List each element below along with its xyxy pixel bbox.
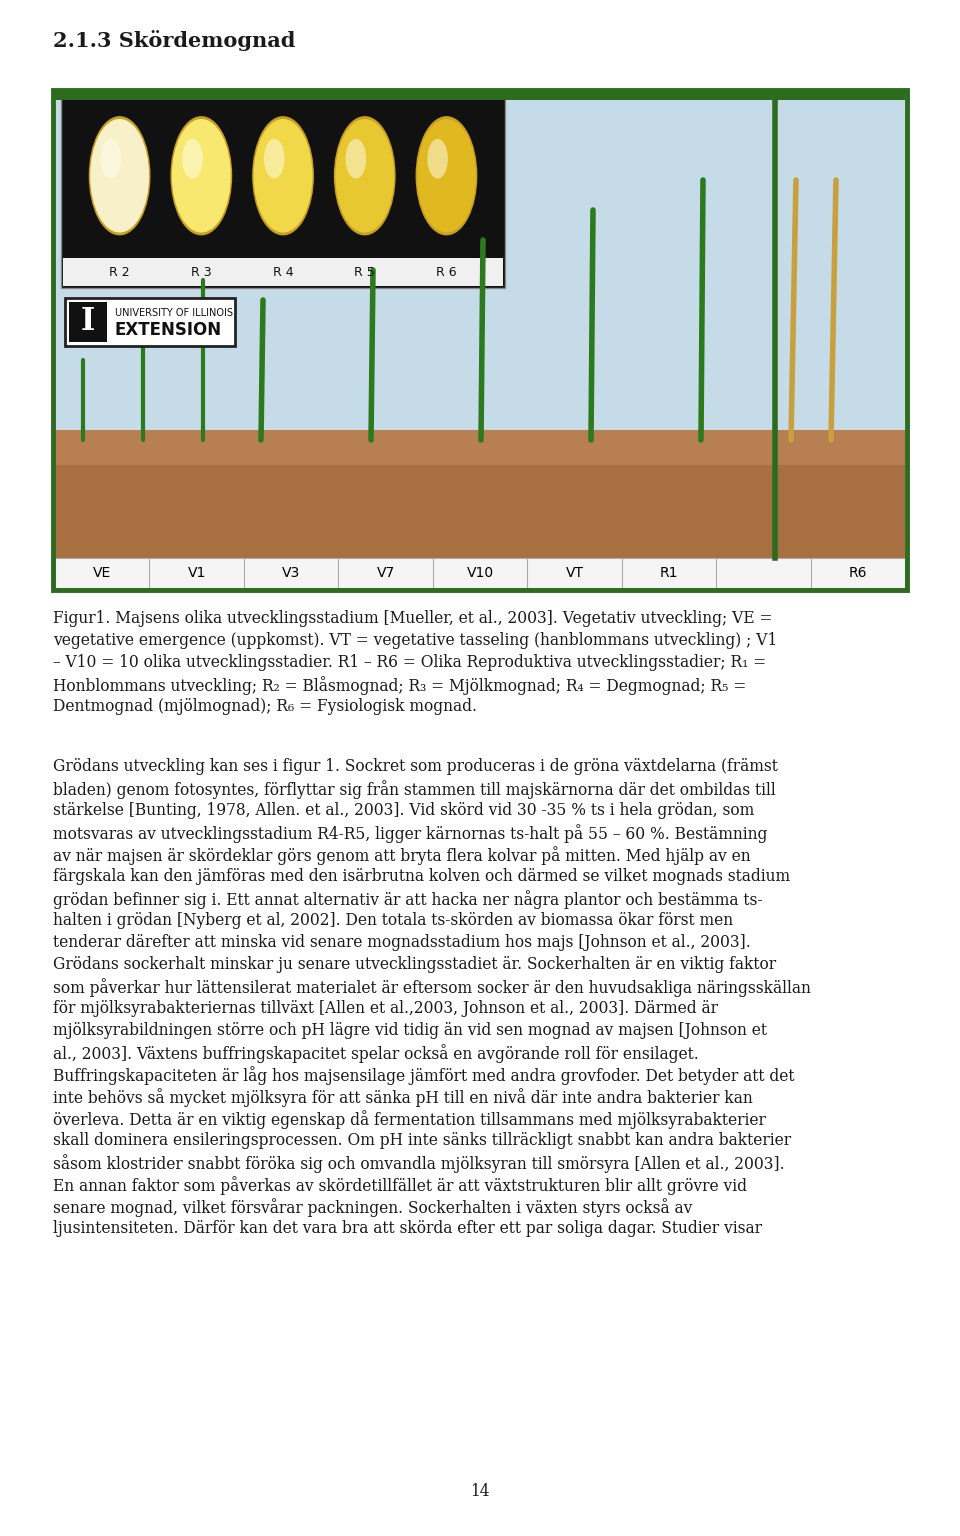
Text: VT: VT — [565, 565, 584, 581]
Text: senare mognad, vilket försvårar packningen. Sockerhalten i växten styrs också av: senare mognad, vilket försvårar packning… — [53, 1198, 692, 1217]
Bar — [69, 303, 107, 343]
Ellipse shape — [171, 117, 232, 235]
Text: Figur1. Majsens olika utvecklingsstadium [Mueller, et al., 2003]. Vegetativ utve: Figur1. Majsens olika utvecklingsstadium… — [53, 610, 773, 627]
Text: V1: V1 — [187, 565, 205, 581]
Text: skall dominera ensileringsprocessen. Om pH inte sänks tillräckligt snabbt kan an: skall dominera ensileringsprocessen. Om … — [53, 1132, 791, 1149]
Text: Honblommans utveckling; R₂ = Blåsmognad; R₃ = Mjölkmognad; R₄ = Degmognad; R₅ =: Honblommans utveckling; R₂ = Blåsmognad;… — [53, 676, 746, 694]
Text: halten i grödan [Nyberg et al, 2002]. Den totala ts-skörden av biomassa ökar för: halten i grödan [Nyberg et al, 2002]. De… — [53, 912, 733, 929]
Text: Dentmognad (mjölmognad); R₆ = Fysiologisk mognad.: Dentmognad (mjölmognad); R₆ = Fysiologis… — [53, 697, 477, 714]
Text: stärkelse [Bunting, 1978, Allen. et al., 2003]. Vid skörd vid 30 -35 % ts i hela: stärkelse [Bunting, 1978, Allen. et al.,… — [53, 802, 755, 819]
Text: VE: VE — [93, 565, 111, 581]
Text: bladen) genom fotosyntes, förflyttar sig från stammen till majskärnorna där det : bladen) genom fotosyntes, förflyttar sig… — [53, 780, 776, 799]
Bar — [55, 558, 905, 588]
Text: Grödans sockerhalt minskar ju senare utvecklingsstadiet är. Sockerhalten är en v: Grödans sockerhalt minskar ju senare utv… — [53, 955, 776, 972]
Ellipse shape — [182, 138, 203, 178]
Text: R 2: R 2 — [109, 266, 130, 278]
Text: al., 2003]. Växtens buffringskapacitet spelar också en avgörande roll för ensila: al., 2003]. Växtens buffringskapacitet s… — [53, 1044, 699, 1063]
Ellipse shape — [101, 138, 121, 178]
Text: R 5: R 5 — [354, 266, 375, 278]
Text: tenderar därefter att minska vid senare mognadsstadium hos majs [Johnson et al.,: tenderar därefter att minska vid senare … — [53, 934, 751, 951]
Text: EXTENSION: EXTENSION — [115, 321, 222, 339]
Ellipse shape — [334, 117, 396, 235]
Text: – V10 = 10 olika utvecklingsstadier. R1 – R6 = Olika Reproduktiva utvecklingssta: – V10 = 10 olika utvecklingsstadier. R1 … — [53, 654, 766, 671]
Text: ljusintensiteten. Därför kan det vara bra att skörda efter ett par soliga dagar.: ljusintensiteten. Därför kan det vara br… — [53, 1220, 762, 1236]
Bar — [63, 258, 503, 286]
Bar — [55, 459, 905, 588]
Text: R1: R1 — [660, 565, 678, 581]
Text: V3: V3 — [282, 565, 300, 581]
Ellipse shape — [90, 118, 149, 232]
Ellipse shape — [417, 118, 476, 232]
Bar — [53, 91, 907, 590]
Ellipse shape — [88, 117, 151, 235]
Ellipse shape — [427, 138, 448, 178]
Text: för mjölksyrabakteriernas tillväxt [Allen et al.,2003, Johnson et al., 2003]. Dä: för mjölksyrabakteriernas tillväxt [Alle… — [53, 1000, 718, 1017]
Text: 14: 14 — [470, 1482, 490, 1499]
Text: R 3: R 3 — [191, 266, 211, 278]
Ellipse shape — [252, 117, 314, 235]
Ellipse shape — [253, 118, 312, 232]
Text: 2.1.3 Skördemognad: 2.1.3 Skördemognad — [53, 31, 296, 51]
Text: grödan befinner sig i. Ett annat alternativ är att hacka ner några plantor och b: grödan befinner sig i. Ett annat alterna… — [53, 889, 762, 909]
Ellipse shape — [416, 117, 477, 235]
Text: V7: V7 — [376, 565, 395, 581]
Bar — [65, 298, 235, 346]
Text: mjölksyrabildningen större och pH lägre vid tidig än vid sen mognad av majsen [J: mjölksyrabildningen större och pH lägre … — [53, 1021, 767, 1038]
Bar — [61, 98, 505, 289]
Text: V10: V10 — [467, 565, 493, 581]
Text: av när majsen är skördeklar görs genom att bryta flera kolvar på mitten. Med hjä: av när majsen är skördeklar görs genom a… — [53, 846, 751, 865]
Text: färgskala kan den jämföras med den isärbrutna kolven och därmed se vilket mognad: färgskala kan den jämföras med den isärb… — [53, 868, 790, 885]
Text: Grödans utveckling kan ses i figur 1. Sockret som produceras i de gröna växtdela: Grödans utveckling kan ses i figur 1. So… — [53, 757, 778, 776]
Text: vegetative emergence (uppkomst). VT = vegetative tasseling (hanblommans utveckli: vegetative emergence (uppkomst). VT = ve… — [53, 631, 778, 650]
Text: överleva. Detta är en viktig egenskap då fermentation tillsammans med mjölksyrab: överleva. Detta är en viktig egenskap då… — [53, 1111, 766, 1129]
Ellipse shape — [264, 138, 284, 178]
Text: R 6: R 6 — [436, 266, 457, 278]
Text: såsom klostrider snabbt föröka sig och omvandla mjölksyran till smörsyra [Allen : såsom klostrider snabbt föröka sig och o… — [53, 1154, 784, 1174]
Bar — [55, 430, 905, 465]
Text: motsvaras av utvecklingsstadium R4-R5, ligger kärnornas ts-halt på 55 – 60 %. Be: motsvaras av utvecklingsstadium R4-R5, l… — [53, 823, 767, 843]
Bar — [55, 92, 905, 588]
Text: I: I — [81, 307, 95, 338]
Ellipse shape — [172, 118, 230, 232]
Text: Buffringskapaciteten är låg hos majsensilage jämfört med andra grovfoder. Det be: Buffringskapaciteten är låg hos majsensi… — [53, 1066, 795, 1084]
Bar — [55, 92, 905, 100]
Text: R6: R6 — [849, 565, 867, 581]
Text: En annan faktor som påverkas av skördetillfället är att växtstrukturen blir allt: En annan faktor som påverkas av skördeti… — [53, 1177, 747, 1195]
Text: UNIVERSITY OF ILLINOIS: UNIVERSITY OF ILLINOIS — [115, 309, 233, 318]
Text: inte behövs så mycket mjölksyra för att sänka pH till en nivå där inte andra bak: inte behövs så mycket mjölksyra för att … — [53, 1087, 753, 1107]
Text: R 4: R 4 — [273, 266, 294, 278]
Text: som påverkar hur lättensilerat materialet är eftersom socker är den huvudsakliga: som påverkar hur lättensilerat materiale… — [53, 978, 811, 997]
Ellipse shape — [346, 138, 366, 178]
Ellipse shape — [335, 118, 395, 232]
